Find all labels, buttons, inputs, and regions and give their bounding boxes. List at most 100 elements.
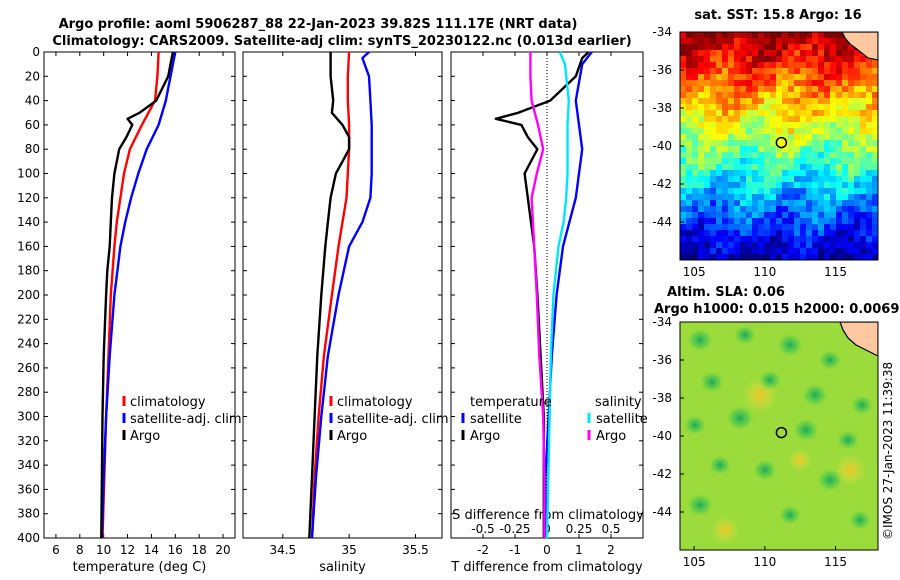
- sst-cell: [710, 50, 716, 56]
- sst-cell: [704, 50, 710, 56]
- sst-cell: [740, 206, 746, 212]
- differences-series-s-argo: [529, 52, 546, 538]
- salinity-series-climatology: [310, 51, 351, 539]
- sst-cell: [692, 212, 698, 218]
- sst-cell: [818, 32, 824, 38]
- sst-cell: [812, 206, 818, 212]
- sst-cell: [734, 248, 740, 254]
- sst-cell: [710, 182, 716, 188]
- sst-cell: [806, 32, 812, 38]
- sst-cell: [782, 146, 788, 152]
- sst-cell: [866, 122, 872, 128]
- sst-cell: [764, 74, 770, 80]
- sst-cell: [680, 176, 686, 182]
- temperature-xtick-label: 6: [52, 543, 60, 557]
- depth-tick-label: 120: [17, 191, 40, 205]
- sst-cell: [728, 80, 734, 86]
- sst-cell: [710, 170, 716, 176]
- sst-cell: [704, 116, 710, 122]
- sst-cell: [770, 62, 776, 68]
- sst-cell: [776, 158, 782, 164]
- sst-cell: [758, 98, 764, 104]
- sst-cell: [752, 122, 758, 128]
- sst-cell: [692, 128, 698, 134]
- sst-cell: [710, 230, 716, 236]
- sst-cell: [860, 146, 866, 152]
- sst-cell: [764, 188, 770, 194]
- sst-cell: [818, 188, 824, 194]
- sst-cell: [728, 182, 734, 188]
- sst-cell: [704, 242, 710, 248]
- sst-cell: [764, 140, 770, 146]
- sst-cell: [698, 62, 704, 68]
- sst-cell: [794, 248, 800, 254]
- sst-cell: [680, 44, 686, 50]
- sst-cell: [836, 152, 842, 158]
- sst-cell: [770, 50, 776, 56]
- sst-cell: [776, 248, 782, 254]
- sst-cell: [800, 206, 806, 212]
- sst-cell: [680, 80, 686, 86]
- sst-cell: [686, 176, 692, 182]
- sst-cell: [818, 158, 824, 164]
- sst-cell: [770, 206, 776, 212]
- sst-cell: [686, 230, 692, 236]
- sst-cell: [872, 194, 878, 200]
- sst-cell: [830, 32, 836, 38]
- sst-cell: [770, 248, 776, 254]
- sst-cell: [716, 56, 722, 62]
- sst-cell: [710, 164, 716, 170]
- sst-cell: [806, 170, 812, 176]
- sst-cell: [752, 62, 758, 68]
- sst-cell: [800, 248, 806, 254]
- sst-cell: [728, 140, 734, 146]
- sst-cell: [788, 218, 794, 224]
- sst-cell: [782, 236, 788, 242]
- sst-cell: [770, 140, 776, 146]
- sst-cell: [686, 32, 692, 38]
- sst-cell: [734, 80, 740, 86]
- sst-cell: [716, 242, 722, 248]
- sst-cell: [776, 218, 782, 224]
- sst-cell: [866, 86, 872, 92]
- sst-cell: [734, 146, 740, 152]
- sst-cell: [818, 242, 824, 248]
- sla-heatmap: [680, 322, 878, 550]
- sst-cell: [686, 188, 692, 194]
- sst-cell: [728, 86, 734, 92]
- sst-cell: [848, 74, 854, 80]
- sst-cell: [770, 236, 776, 242]
- sst-cell: [872, 122, 878, 128]
- sst-cell: [860, 140, 866, 146]
- sst-cell: [740, 74, 746, 80]
- sst-cell: [872, 134, 878, 140]
- sst-cell: [866, 68, 872, 74]
- sst-cell: [692, 182, 698, 188]
- sst-cell: [824, 44, 830, 50]
- sst-cell: [716, 62, 722, 68]
- sst-cell: [818, 56, 824, 62]
- sst-cell: [746, 164, 752, 170]
- sst-cell: [746, 74, 752, 80]
- sst-cell: [782, 218, 788, 224]
- differences-xtick-label: 2: [607, 543, 615, 557]
- sst-cell: [854, 236, 860, 242]
- sla-cool-patch: [792, 417, 820, 443]
- sst-cell: [788, 176, 794, 182]
- sst-cell: [818, 80, 824, 86]
- sst-cell: [734, 164, 740, 170]
- sst-cell: [758, 242, 764, 248]
- sst-cell: [800, 80, 806, 86]
- sst-cell: [800, 38, 806, 44]
- sst-cell: [752, 188, 758, 194]
- sst-cell: [812, 116, 818, 122]
- sst-cell: [776, 110, 782, 116]
- sst-cell: [680, 38, 686, 44]
- sst-cell: [704, 218, 710, 224]
- sst-cell: [836, 32, 842, 38]
- sst-cell: [686, 122, 692, 128]
- sst-cell: [770, 224, 776, 230]
- sst-cell: [854, 176, 860, 182]
- sst-cell: [716, 230, 722, 236]
- sst-cell: [716, 170, 722, 176]
